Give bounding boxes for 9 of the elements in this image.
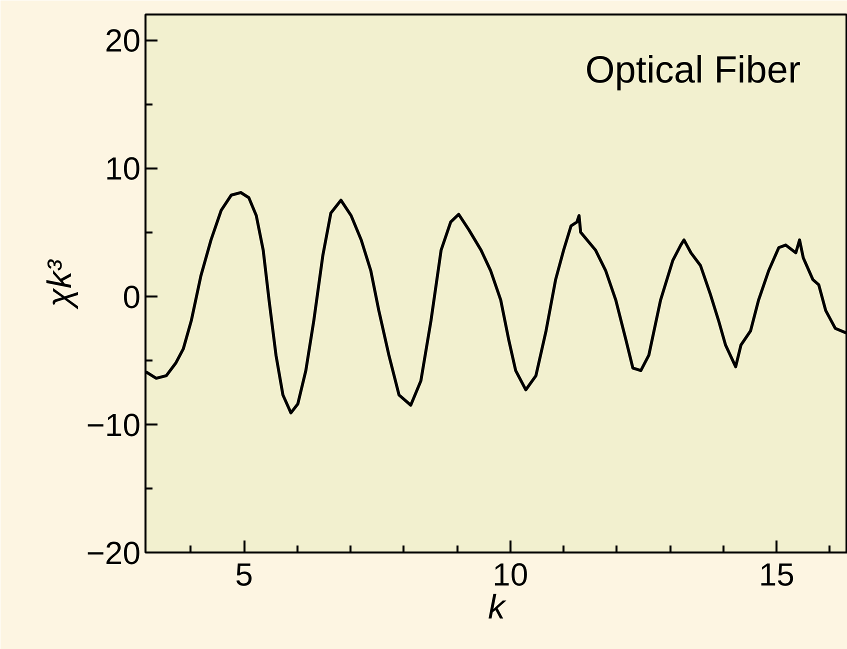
y-tick-label: −20 <box>86 535 140 571</box>
y-tick-label: 10 <box>104 150 140 187</box>
y-tick-label: 20 <box>104 22 140 59</box>
y-axis-title: χk³ <box>41 258 80 310</box>
annotation: Optical Fiber <box>585 49 801 92</box>
x-tick-label: 15 <box>758 556 794 592</box>
y-tick-label: 0 <box>122 278 140 315</box>
y-tick-label: −10 <box>86 406 140 443</box>
x-tick-label: 5 <box>235 556 253 592</box>
